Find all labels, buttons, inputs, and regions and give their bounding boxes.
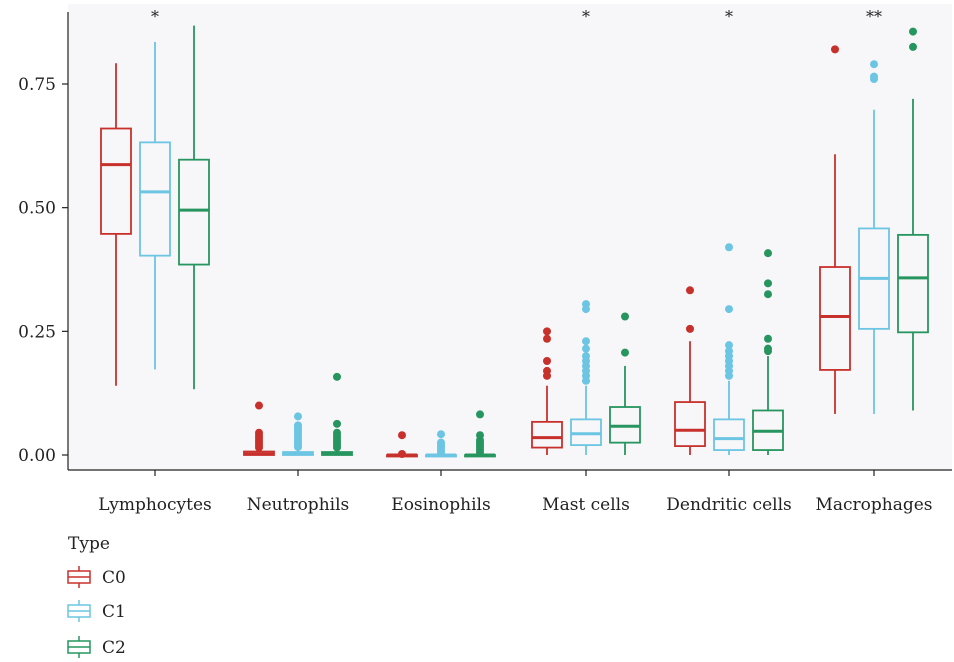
- iqr-box: [531, 420, 563, 449]
- outlier-point: [909, 42, 917, 51]
- box-C2: [178, 25, 210, 390]
- iqr-box: [713, 418, 745, 451]
- outlier-point: [870, 60, 878, 69]
- axes: 0.00 0.25 0.50 0.75: [18, 12, 952, 476]
- legend-item-C0: C0: [67, 566, 126, 588]
- outlier-point: [725, 243, 733, 252]
- outlier-point: [582, 337, 590, 346]
- outlier-point: [725, 341, 733, 350]
- box-C1: [282, 412, 314, 456]
- x-tick-label: Mast cells: [542, 495, 630, 515]
- box-C1: [713, 243, 745, 455]
- box-C2: [321, 372, 353, 456]
- box-C2: [752, 249, 784, 455]
- outlier-point: [582, 376, 590, 385]
- outlier-point: [437, 448, 445, 457]
- plot-panel: [68, 4, 952, 470]
- outlier-point: [255, 401, 263, 410]
- box-C2: [464, 410, 496, 458]
- outlier-point: [333, 372, 341, 381]
- box-C0: [531, 327, 563, 455]
- box-C0: [243, 401, 275, 456]
- y-tick-label: 0.25: [18, 322, 56, 342]
- outlier-point: [294, 412, 302, 421]
- outlier-point: [621, 312, 629, 321]
- outlier-point: [764, 249, 772, 258]
- y-tick-label: 0.00: [18, 446, 56, 466]
- significance-marker: *: [582, 7, 590, 26]
- outlier-point: [543, 371, 551, 380]
- iqr-box: [897, 233, 929, 334]
- outlier-point: [621, 348, 629, 357]
- outlier-point: [333, 419, 341, 428]
- outlier-point: [725, 305, 733, 314]
- x-tick-label: Dendritic cells: [666, 495, 791, 515]
- significance-markers: * * * **: [151, 7, 882, 26]
- outlier-point: [255, 443, 263, 452]
- outlier-point: [686, 324, 694, 333]
- box-C0: [674, 286, 706, 455]
- outlier-point: [437, 430, 445, 439]
- outlier-point: [582, 344, 590, 353]
- legend-label: C1: [102, 602, 126, 622]
- significance-marker: *: [151, 7, 159, 26]
- legend-label: C0: [102, 568, 126, 588]
- x-tick-label: Eosinophils: [391, 495, 490, 515]
- outlier-point: [764, 334, 772, 343]
- x-tick-label: Macrophages: [815, 495, 932, 515]
- outlier-point: [582, 305, 590, 314]
- outlier-point: [398, 450, 406, 459]
- iqr-box: [819, 266, 851, 371]
- box-C0: [819, 45, 851, 414]
- outlier-point: [764, 347, 772, 356]
- iqr-box: [178, 158, 210, 266]
- legend-label: C2: [102, 638, 126, 658]
- outlier-point: [543, 357, 551, 366]
- significance-marker: *: [725, 7, 733, 26]
- box-C2: [897, 27, 929, 411]
- box-C0: [100, 63, 132, 386]
- box-C1: [139, 41, 171, 370]
- box-C0: [386, 431, 418, 459]
- legend-title: Type: [68, 534, 110, 554]
- outlier-point: [543, 334, 551, 343]
- iqr-box: [100, 127, 132, 235]
- outlier-point: [476, 448, 484, 457]
- y-tick-label: 0.50: [18, 199, 56, 219]
- box-C2: [609, 312, 641, 455]
- legend-item-C2: C2: [67, 636, 126, 658]
- outlier-point: [333, 443, 341, 452]
- outlier-point: [870, 75, 878, 84]
- iqr-box: [139, 141, 171, 257]
- x-tick-label: Lymphocytes: [98, 495, 212, 515]
- plot-background: [68, 4, 952, 470]
- category-labels: Lymphocytes Neutrophils Eosinophils Mast ce…: [98, 495, 932, 515]
- box-C1: [570, 300, 602, 455]
- outlier-point: [686, 286, 694, 295]
- outlier-point: [725, 371, 733, 380]
- y-tick-label: 0.75: [18, 75, 56, 95]
- iqr-box: [674, 401, 706, 447]
- legend: Type C0 C1 C2: [67, 534, 126, 658]
- outlier-point: [476, 410, 484, 419]
- outlier-point: [764, 290, 772, 299]
- outlier-point: [764, 279, 772, 288]
- outlier-point: [543, 327, 551, 336]
- outlier-point: [831, 45, 839, 54]
- outlier-point: [398, 431, 406, 440]
- outlier-point: [909, 27, 917, 36]
- box-C1: [858, 60, 890, 414]
- x-tick-label: Neutrophils: [247, 495, 350, 515]
- outlier-point: [294, 443, 302, 452]
- legend-item-C1: C1: [67, 600, 126, 622]
- box-C1: [425, 430, 457, 458]
- significance-marker: **: [866, 7, 882, 26]
- boxes: [100, 25, 929, 459]
